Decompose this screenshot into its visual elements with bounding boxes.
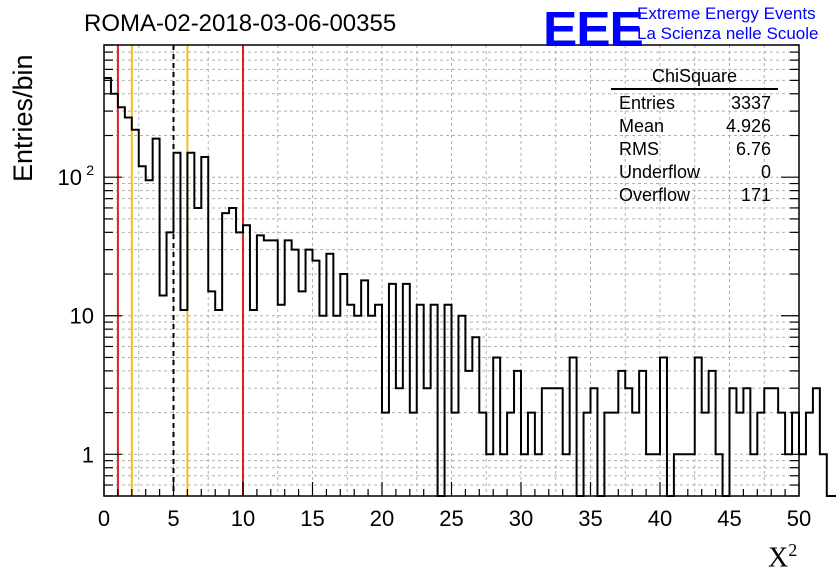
stats-row: Mean 4.926: [611, 115, 778, 138]
x-tick-label: 0: [98, 506, 110, 531]
x-axis-label: X2: [768, 540, 797, 574]
y-tick-label: 10: [58, 165, 82, 190]
y-tick-label: 1: [82, 442, 94, 467]
x-tick-label: 45: [717, 506, 741, 531]
eee-logo: EEE: [543, 3, 644, 57]
histogram-outline: [104, 77, 836, 497]
stats-value: 4.926: [725, 116, 771, 136]
x-axis-label-text: X: [768, 542, 789, 574]
grid-lines: [104, 44, 799, 497]
stats-value: 0: [760, 162, 771, 182]
chart-title: ROMA-02-2018-03-06-00355: [84, 10, 397, 37]
stats-row: Entries 3337: [611, 92, 778, 115]
stats-row: Underflow 0: [611, 161, 778, 184]
logo-line-2: La Scienza nelle Scuole: [637, 24, 819, 43]
x-tick-label: 40: [648, 506, 672, 531]
stats-label: Entries: [619, 93, 676, 113]
x-axis-label-sup: 2: [788, 540, 798, 560]
x-tick-label: 10: [231, 506, 255, 531]
x-tick-label: 15: [300, 506, 324, 531]
y-tick-label-sup: 2: [86, 162, 94, 178]
x-tick-label: 30: [509, 506, 533, 531]
stats-label: Mean: [619, 116, 665, 136]
stats-box: ChiSquare Entries 3337 Mean 4.926 RMS 6.76 …: [611, 66, 778, 207]
stats-row: Overflow 171: [611, 184, 778, 207]
x-tick-label: 50: [787, 506, 811, 531]
stats-label: Underflow: [619, 162, 701, 182]
y-axis-label: Entries/bin: [8, 54, 39, 182]
axis-ticks: [103, 44, 800, 497]
x-tick-labels: 0 5 10 15 20 25 30 35 40 45 50: [98, 506, 811, 531]
y-axis-label-text: Entries/bin: [8, 54, 38, 182]
x-tick-label: 20: [370, 506, 394, 531]
x-tick-label: 5: [167, 506, 179, 531]
stats-value: 171: [740, 185, 771, 205]
stats-label: Overflow: [619, 185, 691, 205]
stats-title: ChiSquare: [611, 66, 778, 90]
logo-line-1: Extreme Energy Events: [637, 4, 816, 23]
y-tick-label: 10: [70, 304, 94, 329]
x-tick-label: 35: [578, 506, 602, 531]
stats-label: RMS: [619, 139, 659, 159]
stats-value: 3337: [730, 93, 771, 113]
stats-value: 6.76: [735, 139, 771, 159]
x-tick-label: 25: [439, 506, 463, 531]
stats-row: RMS 6.76: [611, 138, 778, 161]
